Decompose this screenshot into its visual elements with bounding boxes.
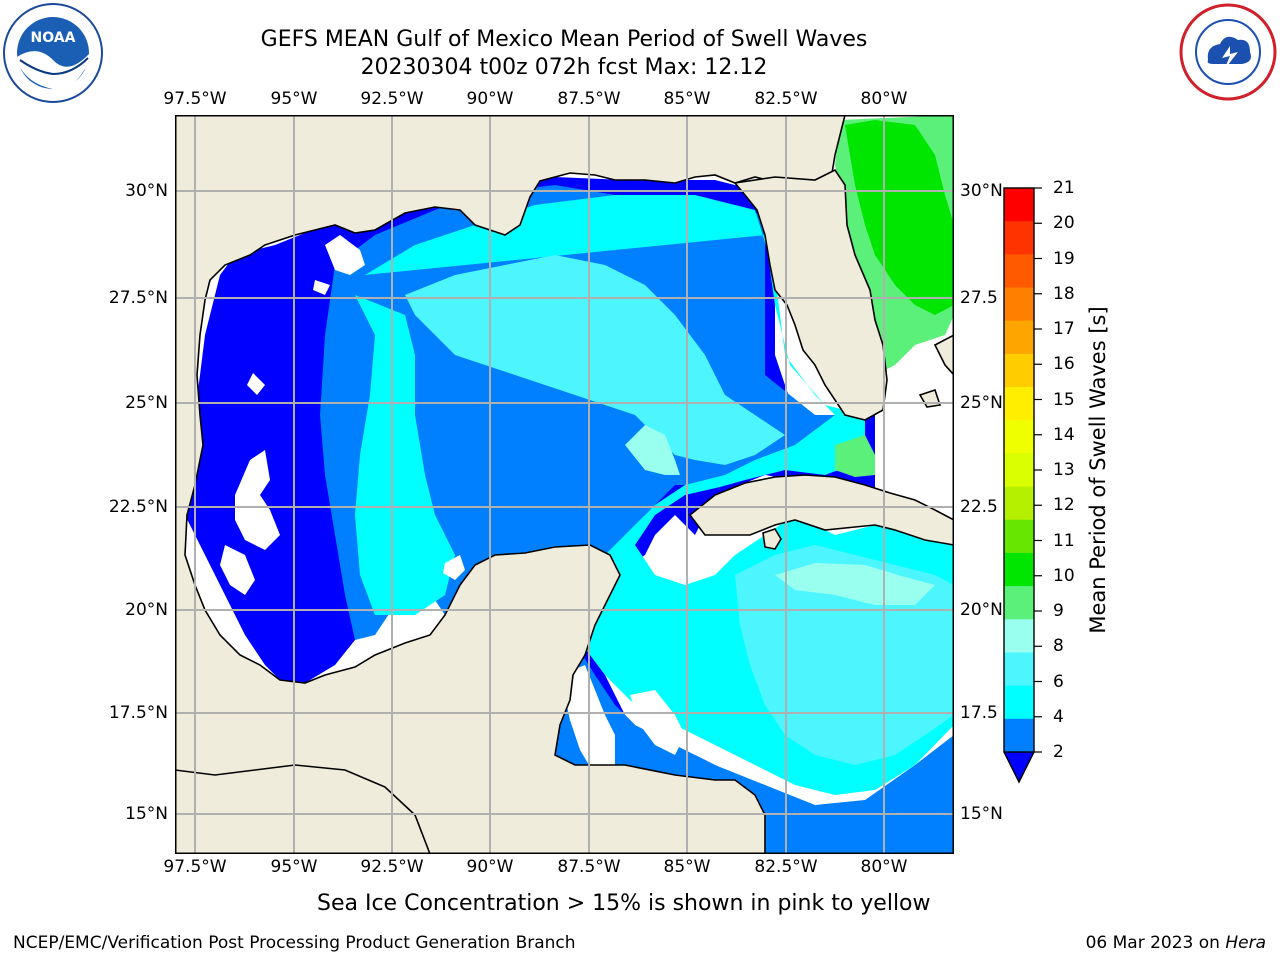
lat-label: 30°N (960, 181, 1003, 201)
lat-label: 17.5°N (108, 703, 168, 723)
colorbar-block (1004, 320, 1034, 355)
no-data-hole (560, 665, 685, 775)
colorbar-block (1004, 685, 1034, 720)
lat-label: 25°N (960, 393, 1003, 413)
colorbar-tick-label: 20 (1053, 213, 1075, 234)
map-grid (175, 115, 954, 854)
colorbar-tick-label: 13 (1053, 460, 1075, 480)
svg-text:NOAA: NOAA (31, 30, 76, 46)
lon-label: 82.5°W (754, 89, 818, 109)
swell-region-6-8s (405, 255, 954, 765)
lat-label: 15°N (125, 804, 168, 824)
lon-label: 85°W (663, 857, 711, 877)
colorbar-block (1004, 453, 1034, 488)
swell-period-map (175, 115, 954, 854)
lon-label: 80°W (860, 857, 908, 877)
colorbar-tick-label: 16 (1053, 354, 1075, 375)
colorbar-block (1004, 420, 1034, 454)
lon-label: 95°W (270, 857, 318, 877)
colorbar-block (1004, 387, 1034, 421)
chart-title: GEFS MEAN Gulf of Mexico Mean Period of … (260, 27, 868, 52)
map-frame (175, 115, 954, 854)
chart-subtitle: 20230304 t00z 072h fcst Max: 12.12 (360, 55, 768, 80)
colorbar-tick-label: 10 (1053, 565, 1075, 586)
lon-label: 92.5°W (360, 857, 424, 877)
colorbar-tick-label: 11 (1053, 530, 1075, 551)
nws-logo (1179, 3, 1277, 101)
colorbar-block (1004, 586, 1034, 620)
colorbar-tick-label: 8 (1053, 636, 1064, 657)
lon-label: 90°W (466, 89, 514, 109)
colorbar-block (1004, 188, 1034, 222)
colorbar-tick-label: 18 (1053, 283, 1075, 304)
lat-label: 17.5 (960, 703, 998, 723)
colorbar-tick-label: 12 (1053, 495, 1075, 516)
swell-region-8-9s (625, 425, 935, 605)
colorbar-block (1004, 552, 1034, 587)
colorbar-tick-label: 14 (1053, 424, 1075, 445)
colorbar-tick-label: 6 (1053, 671, 1064, 692)
colorbar-label: Mean Period of Swell Waves [s] (1086, 306, 1110, 634)
lat-label: 30°N (125, 181, 168, 201)
colorbar-block (1004, 353, 1034, 388)
land-masses (175, 115, 954, 854)
lon-label: 82.5°W (754, 857, 818, 877)
land-north-america (175, 115, 846, 854)
land-cuba (688, 474, 954, 546)
lon-label: 87.5°W (557, 857, 621, 877)
lat-label: 22.5°N (108, 497, 168, 517)
colorbar-tick-label: 21 (1053, 178, 1075, 198)
lat-label: 20°N (960, 600, 1003, 620)
colorbar-under-triangle (1004, 752, 1034, 782)
colorbar-tick-label: 19 (1053, 248, 1075, 269)
lon-label: 97.5°W (163, 857, 227, 877)
lon-label: 92.5°W (360, 89, 424, 109)
lon-label: 90°W (466, 857, 514, 877)
colorbar-tick-label: 17 (1053, 319, 1075, 339)
colorbar-block (1004, 254, 1034, 289)
noaa-logo: NOAA (3, 3, 103, 103)
colorbar-tick-label: 9 (1053, 601, 1064, 621)
colorbar-block (1004, 718, 1034, 753)
sea-ice-note: Sea Ice Concentration > 15% is shown in … (317, 891, 931, 916)
lat-label: 15°N (960, 804, 1003, 824)
run-date-text: 06 Mar 2023 on (1085, 933, 1226, 953)
colorbar-blocks (1004, 188, 1034, 753)
lat-label: 27.5 (960, 288, 998, 308)
swell-region-10-11s (845, 120, 954, 315)
colorbar-block (1004, 287, 1034, 322)
lat-label: 22.5 (960, 497, 998, 517)
colorbar-block (1004, 652, 1034, 687)
no-data-hole (220, 235, 465, 595)
swell-field-gulf (175, 115, 954, 854)
lon-label: 95°W (270, 89, 318, 109)
colorbar-block (1004, 519, 1034, 554)
lat-label: 25°N (125, 393, 168, 413)
lat-label: 27.5°N (108, 288, 168, 308)
colorbar-tick-label: 2 (1053, 742, 1064, 762)
colorbar-block (1004, 619, 1034, 653)
lat-label: 20°N (125, 600, 168, 620)
colorbar-tick-label: 15 (1053, 389, 1075, 410)
colorbar (1003, 187, 1042, 784)
colorbar-block (1004, 486, 1034, 521)
colorbar-tick-label: 4 (1053, 706, 1064, 727)
colorbar-block (1004, 221, 1034, 255)
lon-label: 85°W (663, 89, 711, 109)
run-date: 06 Mar 2023 on Hera (1086, 933, 1266, 953)
lon-label: 87.5°W (557, 89, 621, 109)
lon-label: 80°W (860, 89, 908, 109)
credit-line: NCEP/EMC/Verification Post Processing Pr… (13, 933, 576, 953)
land-isla-juventud (762, 528, 782, 550)
run-host: Hera (1225, 933, 1266, 953)
lon-label: 97.5°W (163, 89, 227, 109)
